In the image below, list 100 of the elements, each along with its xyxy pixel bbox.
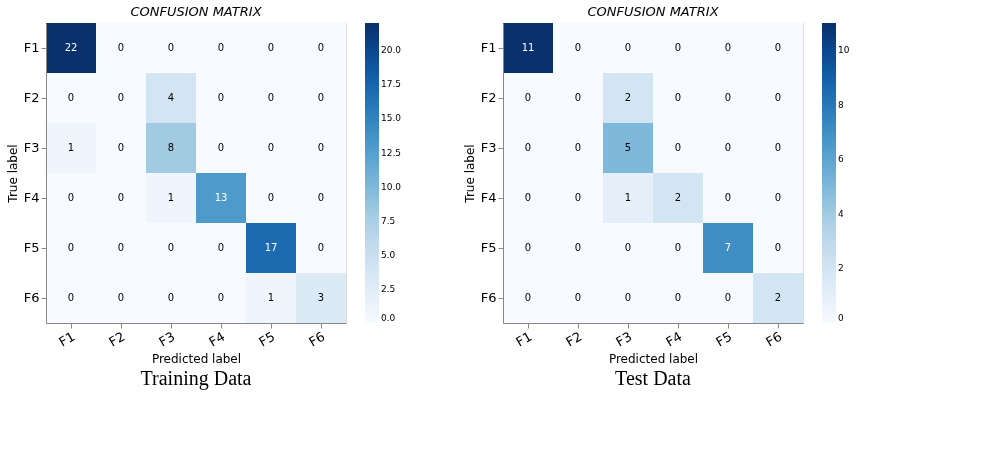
data-label: 0: [674, 142, 682, 153]
data-label: 0: [267, 142, 275, 153]
data-label: 0: [674, 92, 682, 103]
data-label: 0: [217, 42, 225, 53]
text: Test Data: [615, 367, 692, 389]
data-label: 0: [67, 242, 75, 253]
data-label: 0: [574, 42, 582, 53]
data-label: 0: [624, 242, 632, 253]
x-tick-label: F2: [563, 328, 585, 350]
y-tick-label: F2: [480, 90, 497, 105]
data-label: 0: [117, 42, 125, 53]
x-tick-label: F6: [306, 328, 328, 350]
data-label: 0: [724, 292, 732, 303]
color-bar-label: 7.5: [381, 215, 396, 226]
color-bar-label: 2.5: [381, 283, 396, 294]
data-label: 0: [674, 42, 682, 53]
y-tick-label: F4: [480, 190, 497, 205]
y-tick-label: F4: [23, 190, 40, 205]
y-tick-label: F2: [23, 90, 40, 105]
y-tick-label: F6: [480, 290, 497, 305]
data-label: 0: [117, 242, 125, 253]
data-label: 0: [624, 292, 632, 303]
x-tick-label: F5: [256, 328, 278, 350]
y-tick-label: F3: [480, 140, 497, 155]
text: Training Data: [140, 367, 252, 390]
x-tick-label: F3: [156, 328, 178, 350]
x-tick-label: F2: [106, 328, 128, 350]
data-label: 0: [217, 242, 225, 253]
data-label: 22: [64, 42, 78, 53]
y-tick-label: F5: [23, 240, 40, 255]
data-label: 0: [117, 292, 125, 303]
y-axis-title: True label: [5, 144, 20, 204]
y-tick-label: F3: [23, 140, 40, 155]
x-tick-label: F6: [763, 328, 785, 350]
x-axis-title: Predicted label: [608, 351, 699, 366]
data-label: 0: [574, 92, 582, 103]
chart-title: CONFUSION MATRIX: [130, 4, 263, 19]
data-label: 0: [167, 292, 175, 303]
data-label: 0: [317, 142, 325, 153]
data-label: 0: [317, 42, 325, 53]
data-label: 4: [167, 92, 175, 103]
data-label: 0: [117, 92, 125, 103]
data-label: 5: [624, 142, 632, 153]
data-label: 1: [167, 192, 175, 203]
data-label: 0: [117, 192, 125, 203]
data-label: 0: [317, 192, 325, 203]
color-bar-label: 15.0: [381, 113, 402, 124]
data-label: 0: [624, 42, 632, 53]
data-label: 11: [521, 42, 535, 53]
data-label: 0: [674, 242, 682, 253]
data-label: 0: [774, 192, 782, 203]
x-tick-label: F4: [663, 328, 685, 350]
data-label: 0: [524, 242, 532, 253]
data-label: 0: [67, 192, 75, 203]
data-label: 0: [117, 142, 125, 153]
color-bar-label: 20.0: [381, 45, 402, 56]
data-label: 0: [774, 92, 782, 103]
y-tick-label: F5: [480, 240, 497, 255]
data-label: 0: [724, 42, 732, 53]
x-tick-label: F5: [713, 328, 735, 350]
data-label: 13: [214, 192, 228, 203]
data-label: 0: [167, 242, 175, 253]
chart-title: CONFUSION MATRIX: [587, 4, 720, 19]
x-tick-label: F1: [513, 328, 535, 350]
data-label: 0: [317, 92, 325, 103]
color-bar-label: 6: [838, 154, 844, 165]
data-label: 0: [524, 292, 532, 303]
data-label: 0: [267, 92, 275, 103]
data-label: 1: [67, 142, 75, 153]
x-axis-title: Predicted label: [151, 351, 242, 366]
color-bar-label: 17.5: [381, 79, 402, 90]
data-label: 0: [167, 42, 175, 53]
color-bar-label: 12.5: [381, 147, 402, 158]
y-tick-label: F1: [480, 40, 497, 55]
data-label: 1: [624, 192, 632, 203]
data-label: 0: [267, 42, 275, 53]
color-bar-label: 10: [838, 45, 850, 56]
data-label: 0: [574, 142, 582, 153]
data-label: 0: [724, 142, 732, 153]
data-label: 3: [317, 292, 325, 303]
data-label: 2: [624, 92, 632, 103]
y-tick-label: F1: [23, 40, 40, 55]
data-label: 2: [674, 192, 682, 203]
data-label: 1: [267, 292, 275, 303]
data-label: 0: [724, 192, 732, 203]
y-tick-label: F6: [23, 290, 40, 305]
data-label: 17: [264, 242, 278, 253]
color-bar-label: 2: [838, 263, 844, 274]
data-label: 0: [524, 192, 532, 203]
data-label: 0: [774, 142, 782, 153]
data-label: 0: [267, 192, 275, 203]
data-label: 8: [167, 142, 175, 153]
data-label: 0: [524, 142, 532, 153]
color-bar-label: 10.0: [381, 181, 402, 192]
data-label: 0: [674, 292, 682, 303]
data-label: 0: [524, 92, 532, 103]
data-label: 0: [574, 192, 582, 203]
color-bar-label: 8: [838, 99, 844, 110]
data-label: 0: [774, 242, 782, 253]
data-label: 0: [724, 92, 732, 103]
